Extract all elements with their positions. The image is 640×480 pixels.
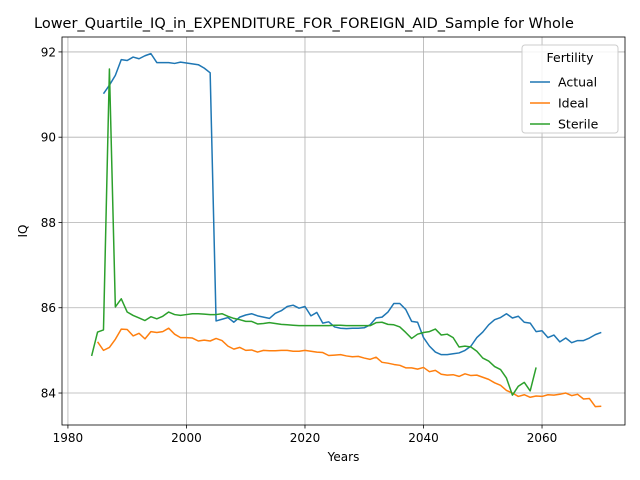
- x-tick-label: 2040: [408, 431, 439, 445]
- y-tick-label: 84: [41, 387, 56, 401]
- series-line-actual: [102, 52, 602, 356]
- y-axis-label: IQ: [16, 225, 30, 238]
- legend: Fertility Actual Ideal Sterile: [521, 44, 619, 134]
- legend-box: [521, 44, 619, 134]
- x-tick-label: 2060: [527, 431, 558, 445]
- y-tick-label: 90: [41, 131, 56, 145]
- x-tick-label: 1980: [53, 431, 84, 445]
- chart-title: Lower_Quartile_IQ_in_EXPENDITURE_FOR_FOR…: [34, 16, 574, 32]
- series-lines: [90, 52, 602, 408]
- series-line-sterile: [90, 68, 537, 396]
- ticks: 1980 2000 2020 2040 2060 84 86 88 90 92: [41, 45, 558, 445]
- y-tick-label: 88: [41, 216, 56, 230]
- y-tick-label: 92: [41, 45, 56, 59]
- y-tick-label: 86: [41, 301, 56, 315]
- x-tick-label: 2020: [290, 431, 321, 445]
- legend-label-sterile: Sterile: [558, 117, 599, 132]
- legend-label-ideal: Ideal: [558, 96, 588, 111]
- x-tick-label: 2000: [171, 431, 202, 445]
- legend-title: Fertility: [547, 50, 595, 65]
- series-line-ideal: [96, 327, 602, 408]
- legend-label-actual: Actual: [558, 75, 597, 90]
- x-axis-label: Years: [327, 450, 360, 464]
- axes-frame: [61, 36, 626, 426]
